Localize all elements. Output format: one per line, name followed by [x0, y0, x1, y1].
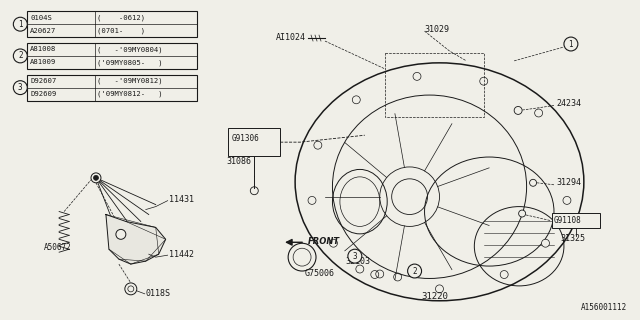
Polygon shape — [106, 214, 166, 264]
Circle shape — [529, 179, 536, 186]
Circle shape — [371, 271, 379, 278]
Circle shape — [13, 17, 28, 31]
Text: G91306: G91306 — [232, 134, 259, 143]
Bar — [28, 43, 196, 69]
Text: ('09MY0805-   ): ('09MY0805- ) — [97, 59, 163, 66]
Text: FRONT: FRONT — [308, 237, 340, 246]
Circle shape — [514, 107, 522, 114]
Circle shape — [125, 283, 137, 295]
Bar — [228, 128, 280, 156]
Text: D92609: D92609 — [30, 91, 56, 97]
Text: 1: 1 — [18, 20, 22, 29]
Text: AI1024: AI1024 — [276, 33, 306, 42]
Text: A81008: A81008 — [30, 46, 56, 52]
Bar — [28, 75, 196, 100]
Circle shape — [408, 264, 422, 278]
Text: G75006: G75006 — [305, 268, 335, 277]
Text: 31294: 31294 — [556, 178, 581, 187]
Circle shape — [13, 49, 28, 63]
Text: 2: 2 — [18, 52, 22, 60]
Text: G91108: G91108 — [554, 216, 582, 225]
Circle shape — [564, 37, 578, 51]
Text: D92607: D92607 — [30, 78, 56, 84]
Circle shape — [534, 109, 543, 117]
Circle shape — [352, 96, 360, 104]
Circle shape — [480, 77, 488, 85]
Text: A81009: A81009 — [30, 59, 56, 65]
Circle shape — [541, 239, 550, 247]
Text: 24234: 24234 — [556, 99, 581, 108]
Text: 2: 2 — [412, 267, 417, 276]
Bar — [28, 11, 196, 37]
Text: 31029: 31029 — [424, 25, 449, 34]
Bar — [385, 53, 484, 117]
Circle shape — [500, 271, 508, 278]
Text: (    -0612): ( -0612) — [97, 14, 145, 21]
Text: A20627: A20627 — [30, 28, 56, 34]
Text: (0701-    ): (0701- ) — [97, 28, 145, 34]
Text: (   -'09MY0812): ( -'09MY0812) — [97, 78, 163, 84]
Text: A156001112: A156001112 — [580, 303, 627, 312]
Circle shape — [116, 229, 126, 239]
Circle shape — [13, 81, 28, 95]
Text: 31325: 31325 — [560, 234, 585, 243]
Text: 0104S: 0104S — [30, 15, 52, 21]
Circle shape — [314, 141, 322, 149]
Text: (   -'09MY0804): ( -'09MY0804) — [97, 46, 163, 53]
Text: A50672: A50672 — [44, 243, 72, 252]
Circle shape — [308, 196, 316, 204]
Circle shape — [563, 196, 571, 204]
Text: 31086: 31086 — [227, 157, 252, 166]
Circle shape — [91, 173, 101, 183]
Circle shape — [348, 249, 362, 263]
Text: 3: 3 — [353, 252, 357, 261]
Bar — [552, 212, 600, 228]
Text: 1: 1 — [568, 39, 573, 49]
Text: 11442: 11442 — [169, 250, 194, 259]
Circle shape — [93, 175, 99, 180]
Text: 11431: 11431 — [169, 195, 194, 204]
Text: 32103: 32103 — [345, 257, 370, 266]
Text: ('09MY0812-   ): ('09MY0812- ) — [97, 91, 163, 97]
Text: 31220: 31220 — [421, 292, 448, 301]
Circle shape — [435, 285, 444, 293]
Text: 0118S: 0118S — [146, 289, 171, 298]
Circle shape — [518, 210, 525, 217]
Circle shape — [330, 239, 337, 247]
Text: 3: 3 — [18, 83, 22, 92]
Circle shape — [413, 72, 421, 80]
